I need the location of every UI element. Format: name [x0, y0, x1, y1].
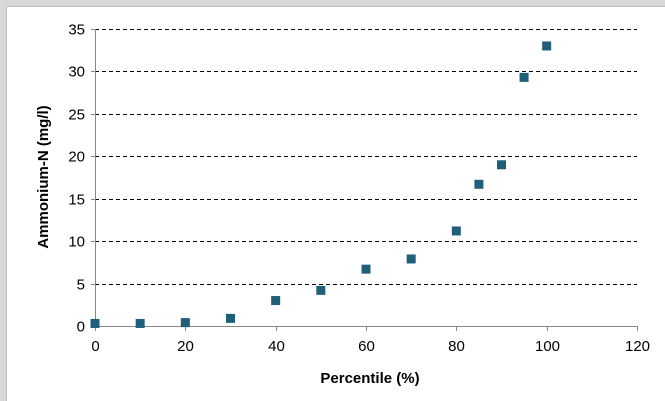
x-tick-label: 60: [358, 338, 375, 355]
data-point: [519, 72, 529, 82]
data-point: [361, 264, 371, 274]
data-point: [271, 296, 281, 306]
data-point: [497, 160, 506, 170]
y-tick-label: 5: [77, 277, 85, 294]
y-tick-label: 10: [68, 234, 85, 251]
y-tick-label: 35: [68, 22, 85, 39]
data-point: [474, 179, 484, 189]
y-tick-label: 25: [68, 107, 85, 124]
y-tick-label: 30: [68, 64, 85, 81]
data-point: [406, 254, 416, 264]
data-point: [226, 313, 235, 323]
data-point: [451, 226, 461, 236]
x-tick-label: 0: [91, 338, 99, 355]
x-axis-title: Percentile (%): [320, 370, 419, 387]
y-tick-label: 0: [77, 319, 85, 336]
data-point: [316, 285, 326, 295]
x-tick-label: 120: [625, 338, 650, 355]
gridlines: [95, 29, 637, 285]
data-point: [180, 318, 190, 328]
x-tick-label: 20: [177, 338, 194, 355]
data-points: [90, 41, 552, 328]
data-point: [135, 318, 145, 328]
y-tick-label: 15: [68, 192, 85, 209]
y-axis-title: Ammonium-N (mg/l): [35, 105, 52, 248]
x-tick-label: 80: [448, 338, 465, 355]
x-tick-label: 100: [535, 338, 560, 355]
x-tick-label: 40: [268, 338, 285, 355]
data-point: [542, 41, 552, 51]
axes: [91, 29, 638, 331]
data-point: [90, 318, 100, 328]
tick-labels: 0 5 10 15 20 25 30 35 0 20 40 60 80 100 120: [68, 22, 650, 356]
y-tick-label: 20: [68, 149, 85, 166]
